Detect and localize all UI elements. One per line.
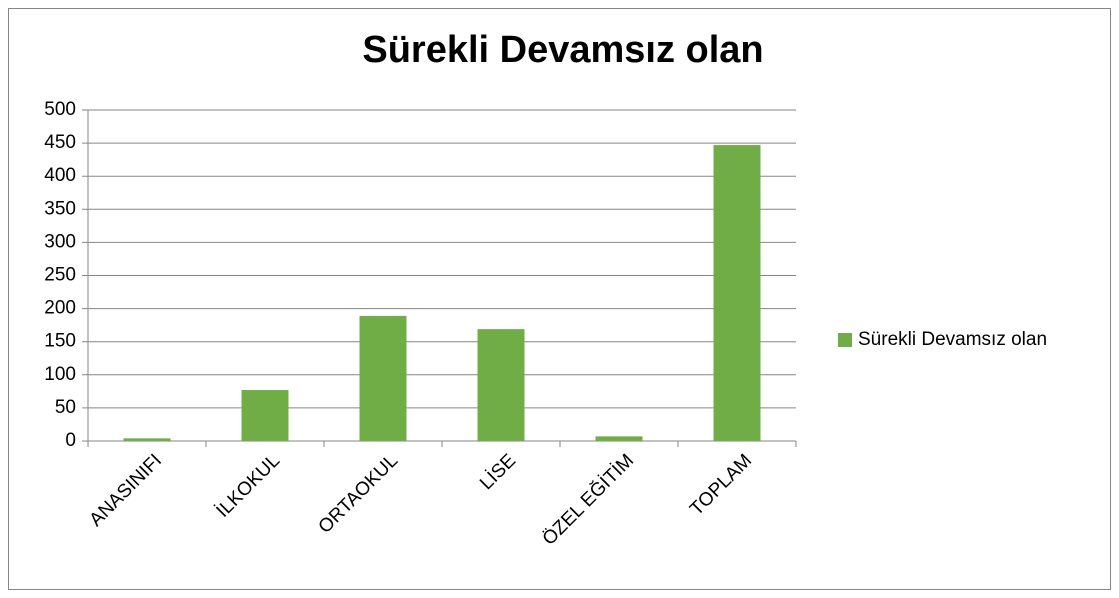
bar	[123, 438, 171, 441]
chart-border	[8, 8, 1111, 590]
legend-label: Sürekli Devamsız olan	[858, 329, 1047, 350]
bar	[713, 145, 761, 441]
y-tick-label: 100	[44, 364, 76, 385]
y-tick-label: 200	[44, 298, 76, 319]
legend-swatch	[838, 333, 852, 347]
bar	[595, 436, 643, 441]
bar	[359, 315, 407, 441]
y-tick-label: 450	[44, 132, 76, 153]
y-tick-label: 500	[44, 99, 76, 120]
y-tick-label: 150	[44, 331, 76, 352]
bar	[477, 329, 525, 441]
bar	[241, 390, 289, 441]
y-tick-label: 300	[44, 231, 76, 252]
y-tick-label: 0	[65, 430, 76, 451]
y-tick-label: 50	[55, 397, 76, 418]
y-tick-label: 400	[44, 165, 76, 186]
y-tick-label: 350	[44, 198, 76, 219]
y-tick-label: 250	[44, 265, 76, 286]
chart-title: Sürekli Devamsız olan	[362, 29, 763, 71]
